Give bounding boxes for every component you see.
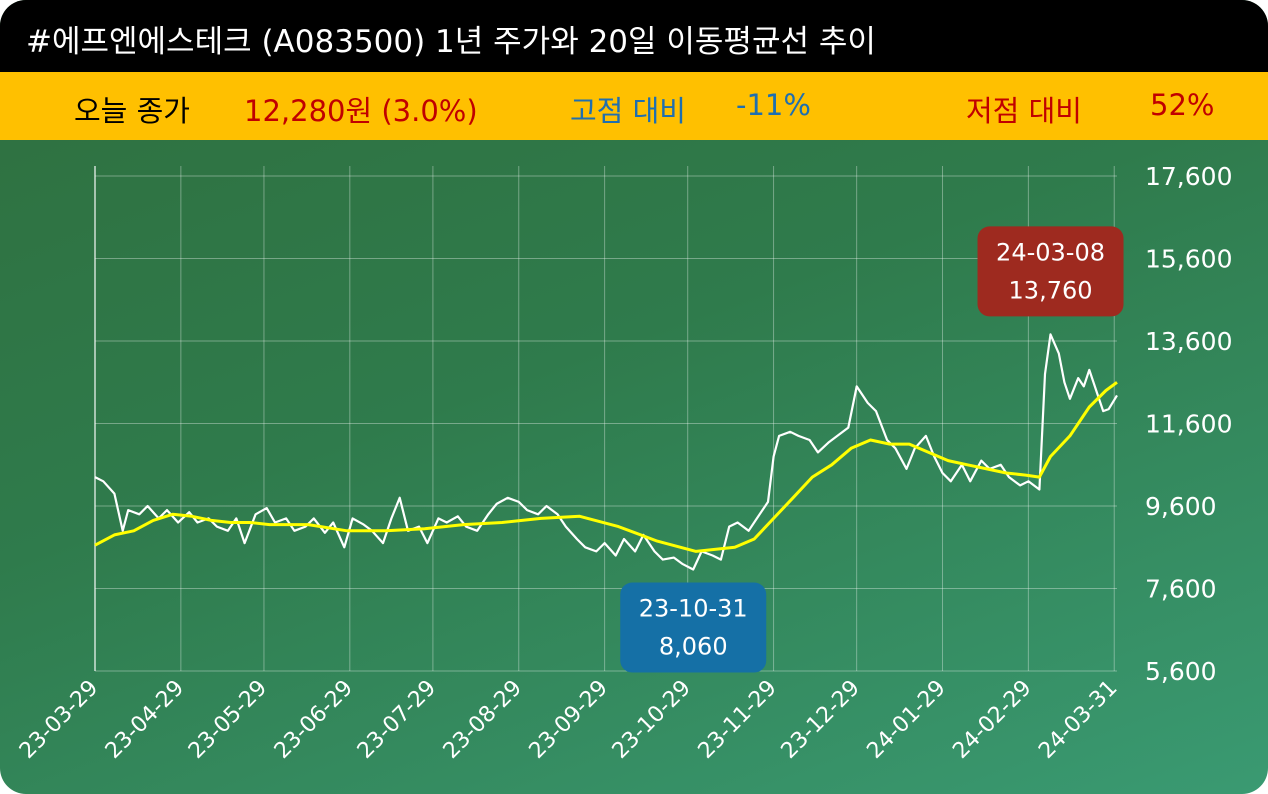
x-tick-label: 23-06-29 — [270, 676, 358, 764]
high-callout-value: 13,760 — [1009, 276, 1093, 304]
x-tick-label: 23-10-29 — [608, 676, 696, 764]
high-callout: 24-03-08 13,760 — [977, 226, 1124, 317]
y-tick-label: 11,600 — [1145, 410, 1232, 439]
summary-bar — [0, 72, 1268, 140]
x-tick-label: 23-08-29 — [439, 676, 527, 764]
vs-high-label: 고점 대비 — [570, 94, 686, 128]
x-tick-label: 23-04-29 — [101, 676, 189, 764]
chart-title: #에프엔에스테크 (A083500) 1년 주가와 20일 이동평균선 추이 — [26, 24, 876, 60]
low-callout-box — [620, 582, 767, 673]
x-tick-label: 24-02-29 — [948, 676, 1036, 764]
x-tick-label: 24-01-29 — [862, 676, 950, 764]
vs-low-label: 저점 대비 — [966, 94, 1082, 128]
y-tick-label: 7,600 — [1145, 575, 1217, 604]
y-tick-label: 5,600 — [1145, 657, 1217, 686]
vs-high-value: -11% — [736, 88, 811, 122]
moving-average-line — [94, 381, 1118, 553]
low-callout: 23-10-31 8,060 — [620, 582, 767, 673]
x-tick-label: 24-03-31 — [1034, 676, 1122, 764]
low-callout-value: 8,060 — [659, 633, 728, 661]
x-tick-label: 23-07-29 — [353, 676, 441, 764]
high-callout-box — [977, 226, 1124, 317]
gridlines — [94, 166, 1117, 672]
title-bar: #에프엔에스테크 (A083500) 1년 주가와 20일 이동평균선 추이 — [0, 0, 1268, 72]
callouts-layer: 24-03-08 13,760 23-10-31 8,060 — [620, 226, 1124, 673]
y-tick-label: 15,600 — [1145, 245, 1232, 274]
x-tick-label: 23-03-29 — [15, 676, 103, 764]
x-tick-label: 23-11-29 — [694, 676, 782, 764]
x-tick-label: 23-09-29 — [525, 676, 613, 764]
price-line — [94, 333, 1118, 571]
y-tick-label: 13,600 — [1145, 327, 1232, 356]
series-layer — [94, 333, 1118, 571]
vs-low-value: 52% — [1150, 88, 1215, 122]
x-axis-ticks: 23-03-2923-04-2923-05-2923-06-2923-07-29… — [15, 676, 1123, 764]
x-tick-label: 23-05-29 — [184, 676, 272, 764]
y-tick-label: 17,600 — [1145, 162, 1232, 191]
today-close-value: 12,280원 (3.0%) — [244, 94, 478, 128]
y-axis-ticks: 5,600 7,600 9,600 11,600 13,600 15,600 17,600 — [1145, 162, 1232, 686]
y-tick-label: 9,600 — [1145, 492, 1217, 521]
x-tick-label: 23-12-29 — [777, 676, 865, 764]
today-close-label: 오늘 종가 — [74, 94, 190, 128]
high-callout-date: 24-03-08 — [996, 238, 1105, 266]
low-callout-date: 23-10-31 — [639, 595, 748, 623]
price-chart: 5,6007,6009,60011,60013,60015,60017,600 … — [15, 162, 1233, 764]
